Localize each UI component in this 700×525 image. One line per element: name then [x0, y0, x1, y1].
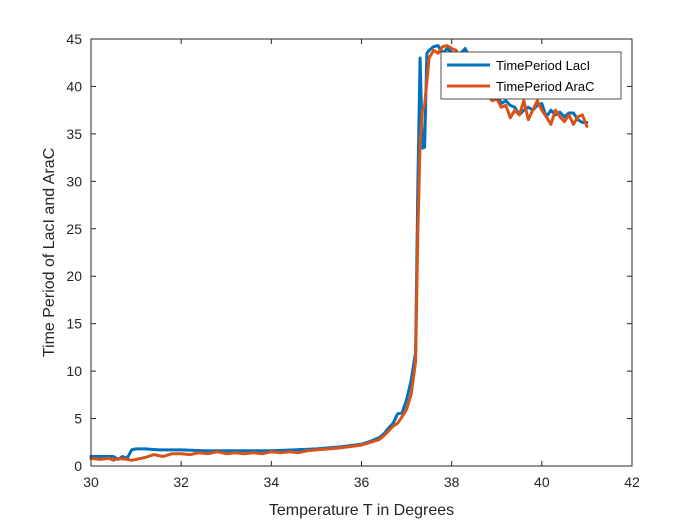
y-tick-label: 10 — [66, 363, 82, 379]
y-tick-label: 15 — [66, 316, 82, 332]
x-tick-label: 30 — [83, 474, 99, 490]
x-tick-label: 36 — [354, 474, 370, 490]
series-layer — [89, 44, 589, 462]
x-tick-label: 38 — [444, 474, 460, 490]
x-tick-label: 40 — [534, 474, 550, 490]
x-tick-label: 34 — [264, 474, 280, 490]
y-tick-label: 45 — [66, 31, 82, 47]
y-tick-label: 20 — [66, 268, 82, 284]
legend-label-laci: TimePeriod LacI — [496, 58, 590, 73]
plot-area — [91, 39, 632, 466]
x-axis-label: Temperature T in Degrees — [269, 502, 454, 519]
y-tick-label: 40 — [66, 78, 82, 94]
tick-layer: 30 32 34 36 38 40 42 0 5 10 15 20 25 30 35 40 45 — [66, 31, 640, 490]
y-tick-label: 30 — [66, 173, 82, 189]
legend: TimePeriod LacI TimePeriod AraC — [440, 51, 622, 100]
x-tick-label: 32 — [173, 474, 189, 490]
y-axis-label: Time Period of LacI and AraC — [41, 148, 58, 357]
y-tick-label: 5 — [74, 411, 82, 427]
y-tick-label: 35 — [66, 126, 82, 142]
x-tick-label: 42 — [624, 474, 640, 490]
legend-box — [440, 51, 622, 100]
y-tick-label: 0 — [74, 458, 82, 474]
series-line-timeperiod-arac — [89, 44, 589, 462]
y-tick-label: 25 — [66, 221, 82, 237]
legend-label-arac: TimePeriod AraC — [496, 79, 595, 94]
